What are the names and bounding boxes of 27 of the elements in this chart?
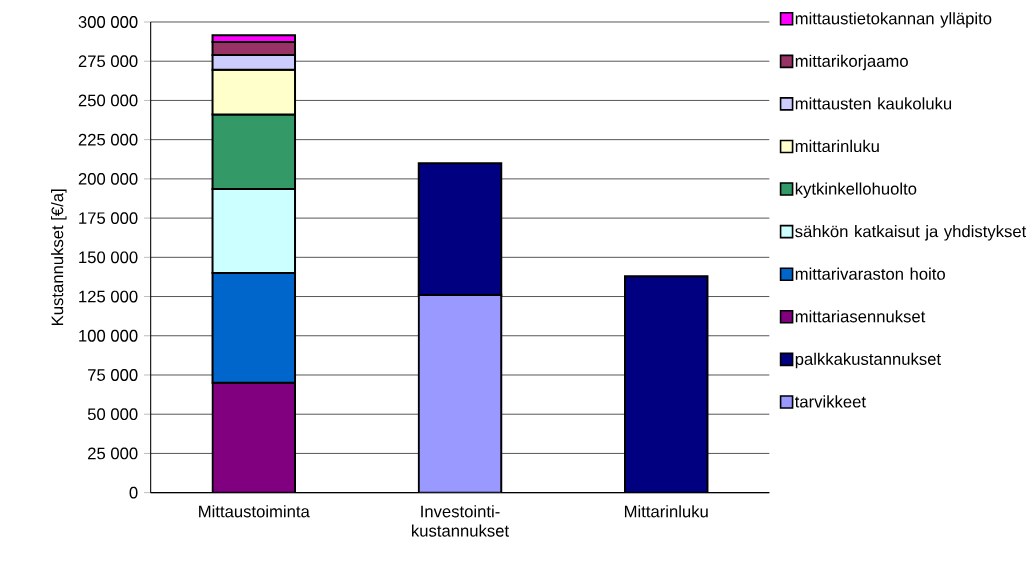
y-tick-label: 275 000 xyxy=(78,55,138,68)
y-tick-label: 150 000 xyxy=(79,251,138,264)
y-tick-label: 100 000 xyxy=(79,329,138,342)
legend-label: mittaustietokannan ylläpito xyxy=(795,12,992,28)
legend-label: mittarinluku xyxy=(795,139,879,153)
y-tick-label: 25 000 xyxy=(88,447,138,460)
y-tick-label: 75 000 xyxy=(88,369,138,381)
legend-label: mittarikorjaamo xyxy=(795,54,908,71)
legend-label: tarvikkeet xyxy=(794,395,866,408)
y-tick-label: 0 xyxy=(129,486,138,499)
legend-label: sähkön katkaisut ja yhdistykset xyxy=(795,225,1026,241)
legend-label: palkkakustannukset xyxy=(795,352,941,369)
y-tick-label: 300 000 xyxy=(78,16,138,28)
legend-label: mittarivaraston hoito xyxy=(795,267,945,280)
y-tick-label: 225 000 xyxy=(78,133,138,146)
x-tick-label: Investointi-kustannukset xyxy=(412,505,509,537)
y-tick-label: 250 000 xyxy=(78,94,138,107)
legend-label: mittausten kaukoluku xyxy=(795,97,952,110)
y-tick-label: 125 000 xyxy=(79,290,138,303)
y-axis-title: Kustannukset [€/a] xyxy=(51,189,67,325)
legend-label: mittariasennukset xyxy=(795,310,926,323)
x-tick-label: Mittarinluku xyxy=(624,505,708,518)
y-tick-label: 175 000 xyxy=(79,212,138,224)
legend-label: kytkinkellohuolto xyxy=(795,182,917,198)
x-tick-label: Mittaustoiminta xyxy=(199,505,310,518)
y-tick-label: 200 000 xyxy=(78,172,138,185)
y-tick-label: 50 000 xyxy=(87,408,138,421)
